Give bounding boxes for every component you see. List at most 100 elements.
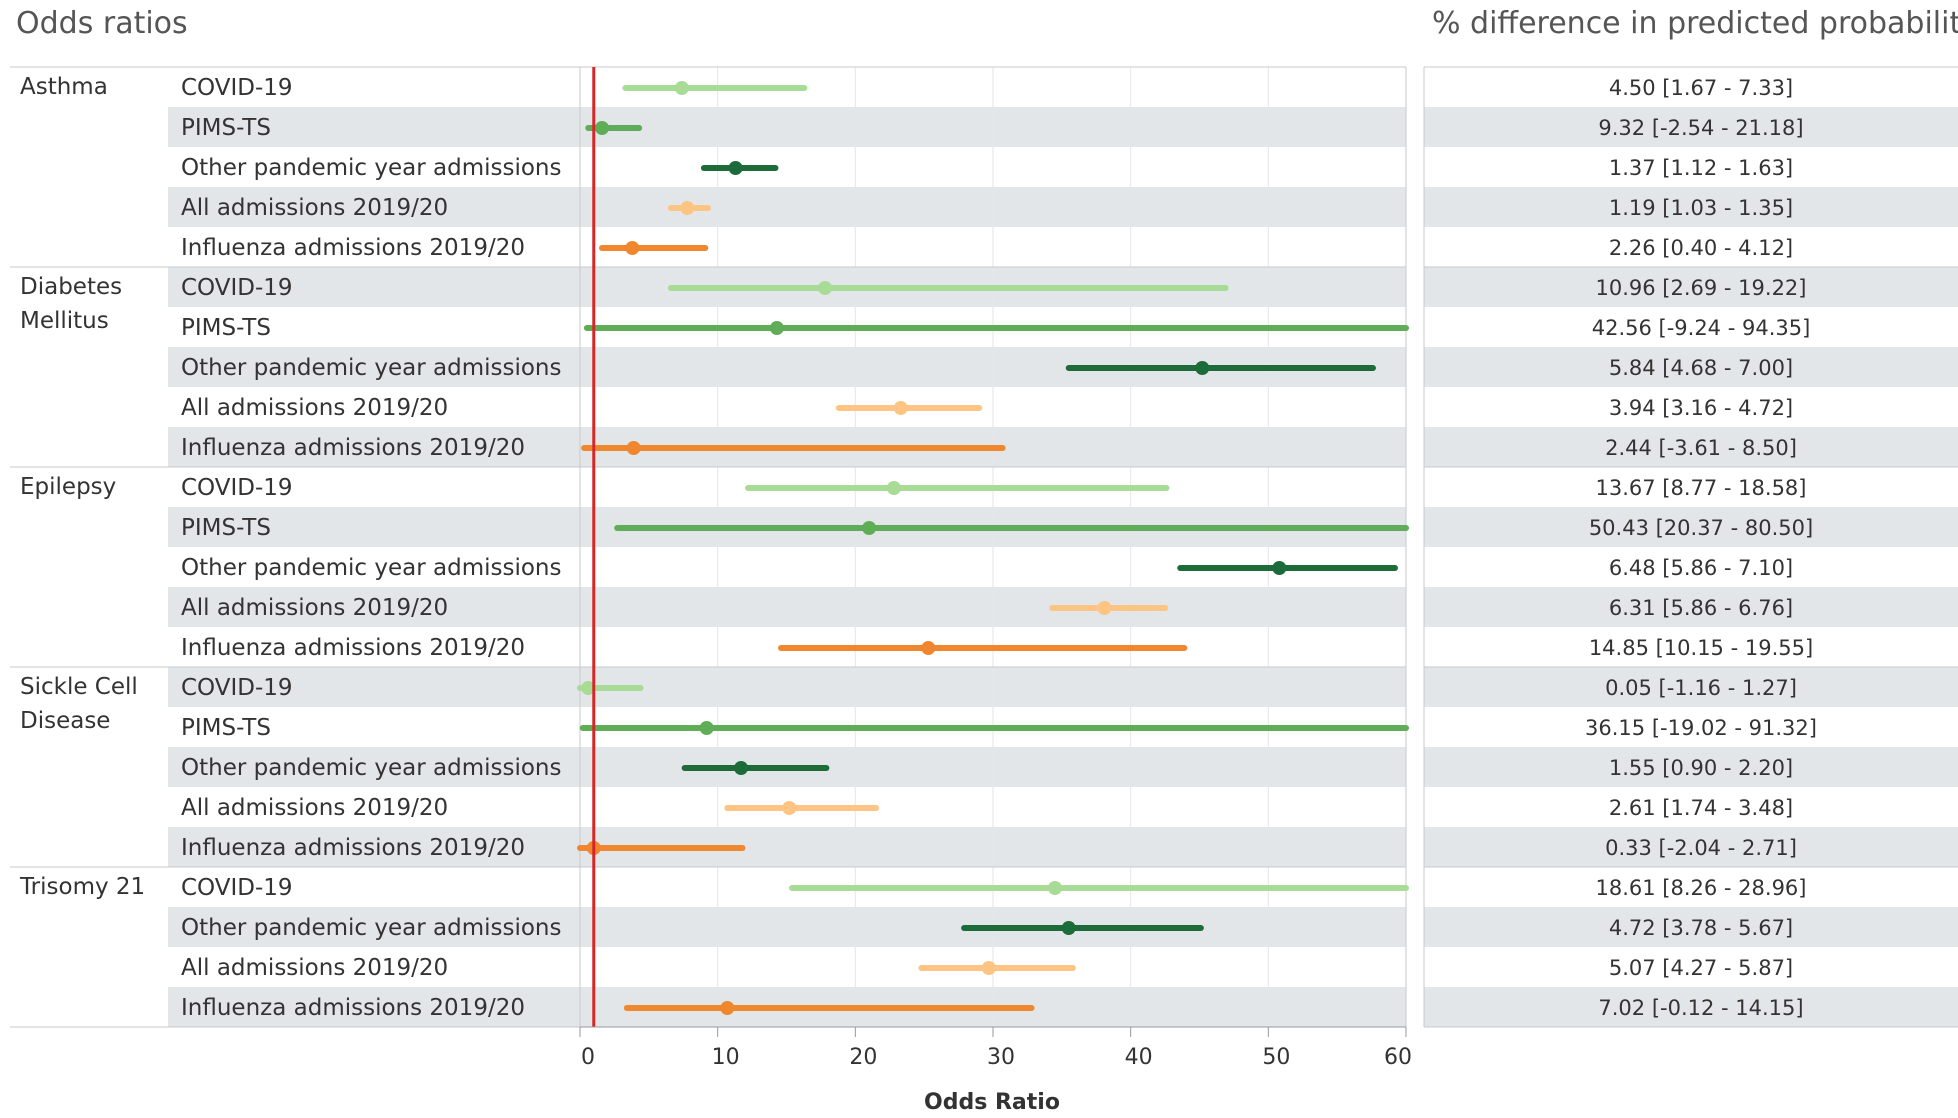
pct-cell: 14.85 [10.15 - 19.55] <box>1589 636 1813 660</box>
x-axis-title: Odds Ratio <box>924 1090 1060 1115</box>
pct-cell: 13.67 [8.77 - 18.58] <box>1596 476 1807 500</box>
row-label: PIMS-TS <box>181 315 271 341</box>
pct-cell: 18.61 [8.26 - 28.96] <box>1596 876 1807 900</box>
point-estimate <box>769 321 784 335</box>
x-tick-label: 50 <box>1262 1045 1290 1070</box>
pct-cell: 6.31 [5.86 - 6.76] <box>1609 596 1793 620</box>
table-row-band <box>1424 667 1958 707</box>
row-label: PIMS-TS <box>181 715 271 741</box>
group-label: Trisomy 21 <box>19 874 145 900</box>
row-label: Influenza admissions 2019/20 <box>181 635 525 661</box>
row-label: COVID-19 <box>181 875 293 901</box>
row-label: Influenza admissions 2019/20 <box>181 435 525 461</box>
pct-cell: 3.94 [3.16 - 4.72] <box>1609 396 1793 420</box>
row-label: Other pandemic year admissions <box>181 355 562 381</box>
point-estimate <box>1272 561 1287 575</box>
row-label: Other pandemic year admissions <box>181 755 562 781</box>
row-label: Other pandemic year admissions <box>181 555 562 581</box>
table-row-band <box>1424 587 1958 627</box>
point-estimate <box>1097 601 1112 615</box>
pct-cell: 10.96 [2.69 - 19.22] <box>1596 276 1807 300</box>
row-label: COVID-19 <box>181 675 293 701</box>
pct-cell: 50.43 [20.37 - 80.50] <box>1589 516 1813 540</box>
pct-cell: 1.19 [1.03 - 1.35] <box>1609 196 1793 220</box>
row-label: PIMS-TS <box>181 515 271 541</box>
x-tick-label: 0 <box>581 1045 595 1070</box>
row-label: All admissions 2019/20 <box>181 955 448 981</box>
row-label: COVID-19 <box>181 275 293 301</box>
table-row-band <box>1424 427 1958 467</box>
pct-cell: 5.84 [4.68 - 7.00] <box>1609 356 1793 380</box>
point-estimate <box>782 801 797 815</box>
table-row-band <box>1424 907 1958 947</box>
row-label: PIMS-TS <box>181 115 271 141</box>
row-band <box>168 187 1406 227</box>
table-row-band <box>1424 987 1958 1027</box>
pct-cell: 2.61 [1.74 - 3.48] <box>1609 796 1793 820</box>
x-tick-label: 10 <box>712 1045 740 1070</box>
group-label: Epilepsy <box>20 474 116 500</box>
table-row-band <box>1424 107 1958 147</box>
point-estimate <box>728 161 743 175</box>
pct-cell: 36.15 [-19.02 - 91.32] <box>1585 716 1817 740</box>
pct-cell: 0.05 [-1.16 - 1.27] <box>1605 676 1797 700</box>
row-label: COVID-19 <box>181 475 293 501</box>
pct-cell: 1.37 [1.12 - 1.63] <box>1609 156 1793 180</box>
pct-cell: 2.44 [-3.61 - 8.50] <box>1605 436 1797 460</box>
row-label: Influenza admissions 2019/20 <box>181 835 525 861</box>
row-label: All admissions 2019/20 <box>181 395 448 421</box>
row-label: COVID-19 <box>181 75 293 101</box>
point-estimate <box>734 761 749 775</box>
x-tick-label: 30 <box>987 1045 1015 1070</box>
pct-cell: 4.50 [1.67 - 7.33] <box>1609 76 1793 100</box>
pct-cell: 9.32 [-2.54 - 21.18] <box>1598 116 1803 140</box>
odds-ratios-header: Odds ratios <box>16 6 188 41</box>
point-estimate <box>1061 921 1076 935</box>
group-label: Asthma <box>20 74 108 100</box>
pct-cell: 6.48 [5.86 - 7.10] <box>1609 556 1793 580</box>
pct-cell: 5.07 [4.27 - 5.87] <box>1609 956 1793 980</box>
x-tick-label: 20 <box>849 1045 877 1070</box>
table-row-band <box>1424 507 1958 547</box>
pct-cell: 42.56 [-9.24 - 94.35] <box>1592 316 1811 340</box>
row-label: Other pandemic year admissions <box>181 155 562 181</box>
group-label: Diabetes Mellitus <box>20 274 122 334</box>
row-label: All admissions 2019/20 <box>181 595 448 621</box>
point-estimate <box>680 201 695 215</box>
group-label: Sickle Cell Disease <box>20 674 138 734</box>
point-estimate <box>625 241 640 255</box>
table-row-band <box>1424 267 1958 307</box>
point-estimate <box>581 681 596 695</box>
pct-cell: 1.55 [0.90 - 2.20] <box>1609 756 1793 780</box>
point-estimate <box>1195 361 1210 375</box>
row-label: Influenza admissions 2019/20 <box>181 235 525 261</box>
point-estimate <box>862 521 877 535</box>
point-estimate <box>981 961 996 975</box>
row-label: Other pandemic year admissions <box>181 915 562 941</box>
row-label: Influenza admissions 2019/20 <box>181 995 525 1021</box>
row-band <box>168 107 1406 147</box>
pct-cell: 0.33 [-2.04 - 2.71] <box>1605 836 1797 860</box>
row-band <box>168 587 1406 627</box>
pct-cell: 2.26 [0.40 - 4.12] <box>1609 236 1793 260</box>
row-band <box>168 827 1406 867</box>
table-row-band <box>1424 187 1958 227</box>
pct-cell: 4.72 [3.78 - 5.67] <box>1609 916 1793 940</box>
row-label: All admissions 2019/20 <box>181 795 448 821</box>
point-estimate <box>886 481 901 495</box>
pct-difference-header: % difference in predicted probability <box>1432 6 1958 41</box>
row-band <box>168 667 1406 707</box>
point-estimate <box>1047 881 1062 895</box>
point-estimate <box>699 721 714 735</box>
table-row-band <box>1424 747 1958 787</box>
point-estimate <box>893 401 908 415</box>
point-estimate <box>818 281 833 295</box>
table-row-band <box>1424 347 1958 387</box>
point-estimate <box>595 121 610 135</box>
point-estimate <box>674 81 689 95</box>
point-estimate <box>626 441 641 455</box>
x-tick-label: 60 <box>1384 1045 1412 1070</box>
x-tick-label: 40 <box>1125 1045 1153 1070</box>
point-estimate <box>720 1001 735 1015</box>
